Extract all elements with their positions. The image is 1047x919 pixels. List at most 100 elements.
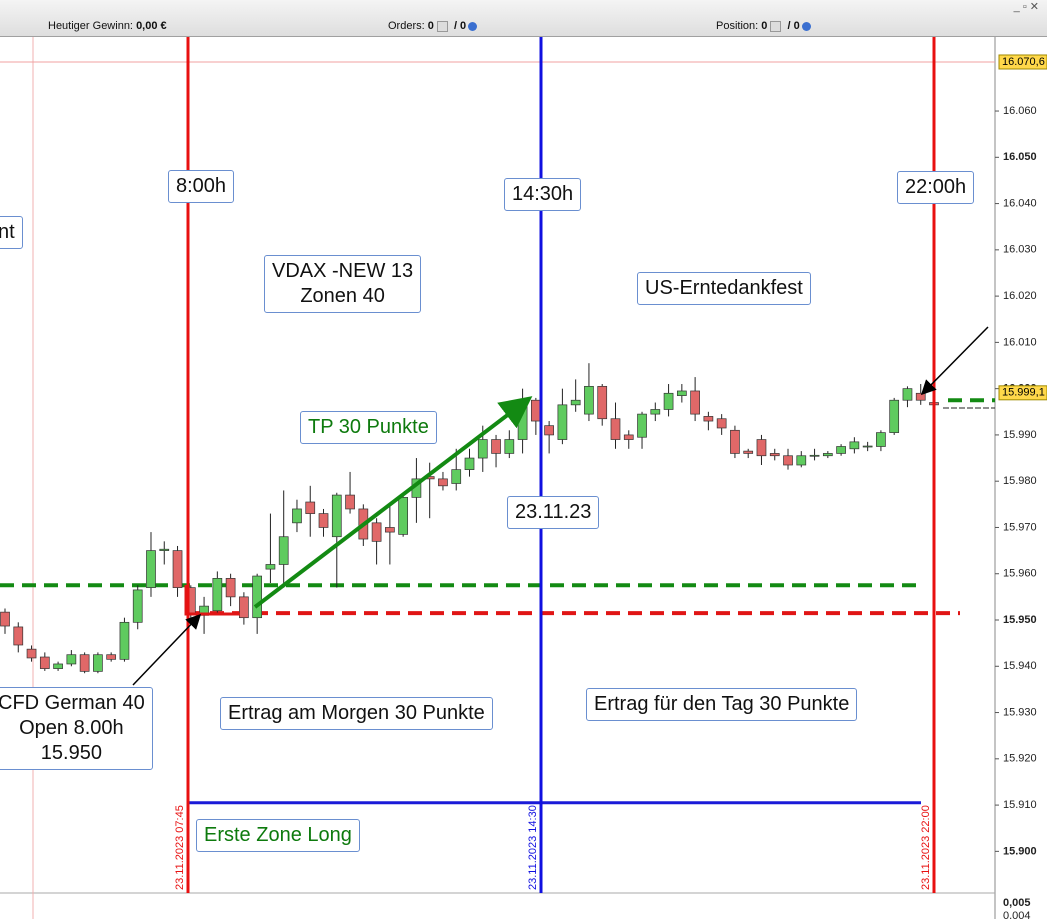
price-axis-bg [995, 37, 1047, 919]
candle-body [650, 409, 661, 415]
price-marker-label: 15.999,1 [1002, 387, 1045, 399]
y-tick-label: 15.980 [1003, 475, 1037, 487]
candle-body [252, 575, 263, 619]
candle-body [915, 392, 926, 401]
candle-body [79, 654, 90, 672]
candle-body [557, 404, 568, 440]
annotation-box: 22:00h [897, 171, 975, 204]
position-label: Position: [716, 20, 759, 32]
price-marker [998, 385, 1047, 401]
candle-body [796, 455, 807, 466]
candle-body [239, 596, 249, 619]
y-tick-label: 16.020 [1003, 290, 1037, 302]
candle-body [716, 418, 727, 429]
candle-body [39, 656, 50, 669]
candle-body [172, 550, 183, 588]
annotation-box: nt [0, 216, 23, 249]
y-tick-label: 15.930 [1003, 706, 1037, 718]
annotation-text: nt [0, 221, 15, 243]
candle-body [849, 441, 860, 450]
candle-body [318, 513, 329, 528]
annotation-text: VDAX -NEW 13 [272, 260, 414, 282]
y-tick-label: 15.900 [1003, 845, 1037, 857]
annotation-box: TP 30 Punkte [300, 411, 437, 444]
candle-body [66, 654, 77, 665]
annotation-box: Erste Zone Long [196, 819, 360, 852]
candle-body [451, 469, 462, 484]
y-tick-label: 15.950 [1003, 614, 1037, 626]
y-tick-label: 16.050 [1003, 151, 1037, 163]
candle-body [876, 432, 886, 447]
candle-body [769, 453, 780, 457]
annotation-text: Ertrag für den Tag 30 Punkte [594, 693, 850, 715]
candle-body [809, 454, 820, 457]
candle-body [756, 439, 767, 457]
candle-body [464, 457, 475, 470]
annotation-text: Open 8.00h [19, 717, 124, 739]
profit: Heutiger Gewinn: 0,00 € [48, 20, 167, 32]
candle-body [637, 413, 647, 438]
orders-icon[interactable] [436, 20, 448, 32]
price-marker-label: 16.070,6 [1002, 56, 1045, 68]
candle-body [822, 453, 833, 457]
candle-body [305, 501, 316, 514]
candle-body [26, 648, 37, 659]
candle-body [597, 385, 608, 420]
vline-label: 23.11.2023 14:30 [527, 805, 539, 890]
annotation-text: Erste Zone Long [204, 824, 352, 846]
candle-body [663, 392, 674, 410]
annotation-box: US-Erntedankfest [637, 272, 811, 305]
candle-body [132, 589, 143, 623]
candle-body [531, 399, 541, 422]
candle-body [93, 654, 103, 672]
y-tick-label: 16.040 [1003, 197, 1037, 209]
annotation-text: TP 30 Punkte [308, 416, 429, 438]
arrow [253, 396, 533, 609]
y-tick-label: 15.960 [1003, 568, 1037, 580]
y-tick-label: 15.920 [1003, 753, 1037, 765]
annotation-box: 8:00h [168, 170, 235, 203]
candle-body [623, 434, 634, 440]
candle-body [584, 385, 594, 415]
candle-body [225, 578, 236, 598]
y-tick-label: 15.970 [1003, 521, 1037, 533]
candle-body [146, 550, 156, 588]
candle-body [491, 439, 501, 454]
annotation-text: CFD German 40 [0, 692, 145, 714]
candle-body [676, 390, 687, 396]
annotation-text: US-Erntedankfest [645, 277, 803, 299]
chart: 16.060 16.050 16.040 16.030 16.020 16.010 16.0… [0, 37, 1047, 919]
annotation-box: 14:30h [504, 178, 582, 211]
candle-body [292, 508, 302, 524]
orders-total: / 0 [453, 20, 467, 32]
candle-body [889, 399, 900, 433]
annotation-text: Zonen 40 [300, 285, 385, 307]
annotation-box: Ertrag am Morgen 30 Punkte [220, 697, 493, 730]
candle-body [0, 611, 10, 627]
position-settings[interactable] [801, 21, 811, 31]
window-buttons[interactable]: _ ▫ ✕ [1013, 1, 1039, 13]
orders-settings[interactable] [468, 21, 478, 31]
annotation-text: 15.950 [40, 742, 102, 764]
position: Position: 0 / 0 [716, 20, 811, 32]
annotation-box: VDAX -NEW 13 Zonen 40 [264, 255, 422, 313]
position-total: / 0 [787, 20, 800, 32]
orders: Orders: 0 / 0 [388, 20, 478, 32]
annotation-box: CFD German 40 Open 8.00h 15.950 [0, 687, 153, 770]
candle-body [371, 522, 382, 542]
arrow [920, 326, 989, 396]
candle-body [783, 455, 793, 466]
y-tick-label: 16.010 [1003, 336, 1037, 348]
candle-body [385, 527, 395, 533]
vline-label: 23.11.2023 07:45 [174, 805, 186, 890]
position-icon[interactable] [770, 20, 782, 32]
candle-body [13, 626, 24, 646]
candle-body [53, 663, 63, 669]
candle-body [212, 578, 223, 612]
sub-axis-label: 0,005 [1003, 897, 1031, 909]
y-tick-label: 15.990 [1003, 429, 1037, 441]
position-count: 0 [761, 20, 768, 32]
candle-body [119, 621, 130, 660]
profit-label: Heutiger Gewinn: [48, 20, 133, 32]
